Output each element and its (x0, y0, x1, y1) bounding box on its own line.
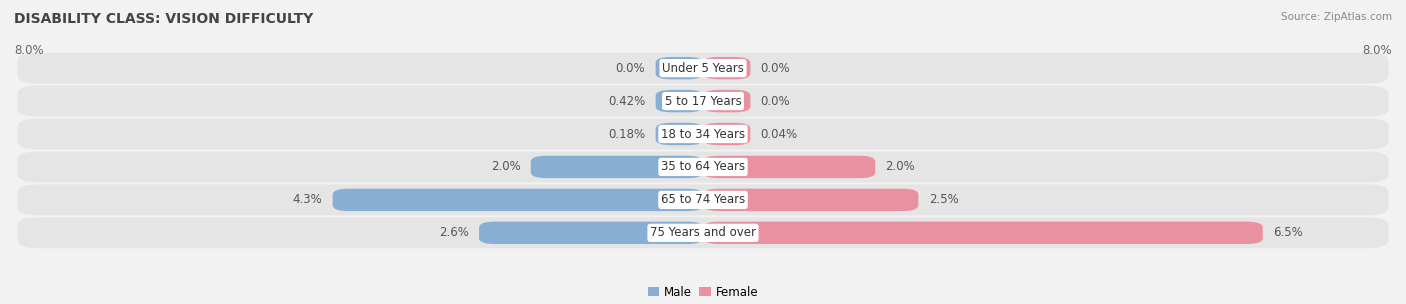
FancyBboxPatch shape (703, 156, 875, 178)
FancyBboxPatch shape (703, 90, 751, 112)
FancyBboxPatch shape (479, 222, 703, 244)
FancyBboxPatch shape (703, 123, 751, 145)
FancyBboxPatch shape (17, 53, 1389, 84)
Text: 0.18%: 0.18% (609, 127, 645, 140)
FancyBboxPatch shape (333, 189, 703, 211)
Text: 0.0%: 0.0% (761, 95, 790, 108)
Text: 75 Years and over: 75 Years and over (650, 226, 756, 239)
Text: 8.0%: 8.0% (1362, 44, 1392, 57)
Text: 2.5%: 2.5% (928, 193, 959, 206)
Text: 18 to 34 Years: 18 to 34 Years (661, 127, 745, 140)
FancyBboxPatch shape (655, 57, 703, 79)
FancyBboxPatch shape (655, 90, 703, 112)
Text: 6.5%: 6.5% (1272, 226, 1303, 239)
Text: 65 to 74 Years: 65 to 74 Years (661, 193, 745, 206)
FancyBboxPatch shape (17, 86, 1389, 116)
Text: 2.6%: 2.6% (439, 226, 468, 239)
Text: 0.42%: 0.42% (607, 95, 645, 108)
FancyBboxPatch shape (17, 185, 1389, 215)
Text: 0.0%: 0.0% (761, 62, 790, 75)
Text: 2.0%: 2.0% (886, 161, 915, 174)
FancyBboxPatch shape (703, 222, 1263, 244)
FancyBboxPatch shape (703, 57, 751, 79)
Text: 5 to 17 Years: 5 to 17 Years (665, 95, 741, 108)
FancyBboxPatch shape (655, 123, 703, 145)
Text: 2.0%: 2.0% (491, 161, 520, 174)
FancyBboxPatch shape (531, 156, 703, 178)
Text: 0.0%: 0.0% (616, 62, 645, 75)
Text: 0.04%: 0.04% (761, 127, 797, 140)
Legend: Male, Female: Male, Female (648, 286, 758, 299)
Text: Source: ZipAtlas.com: Source: ZipAtlas.com (1281, 12, 1392, 22)
FancyBboxPatch shape (703, 189, 918, 211)
FancyBboxPatch shape (17, 151, 1389, 182)
Text: 4.3%: 4.3% (292, 193, 322, 206)
FancyBboxPatch shape (17, 217, 1389, 248)
Text: 8.0%: 8.0% (14, 44, 44, 57)
Text: DISABILITY CLASS: VISION DIFFICULTY: DISABILITY CLASS: VISION DIFFICULTY (14, 12, 314, 26)
Text: 35 to 64 Years: 35 to 64 Years (661, 161, 745, 174)
FancyBboxPatch shape (17, 119, 1389, 150)
Text: Under 5 Years: Under 5 Years (662, 62, 744, 75)
